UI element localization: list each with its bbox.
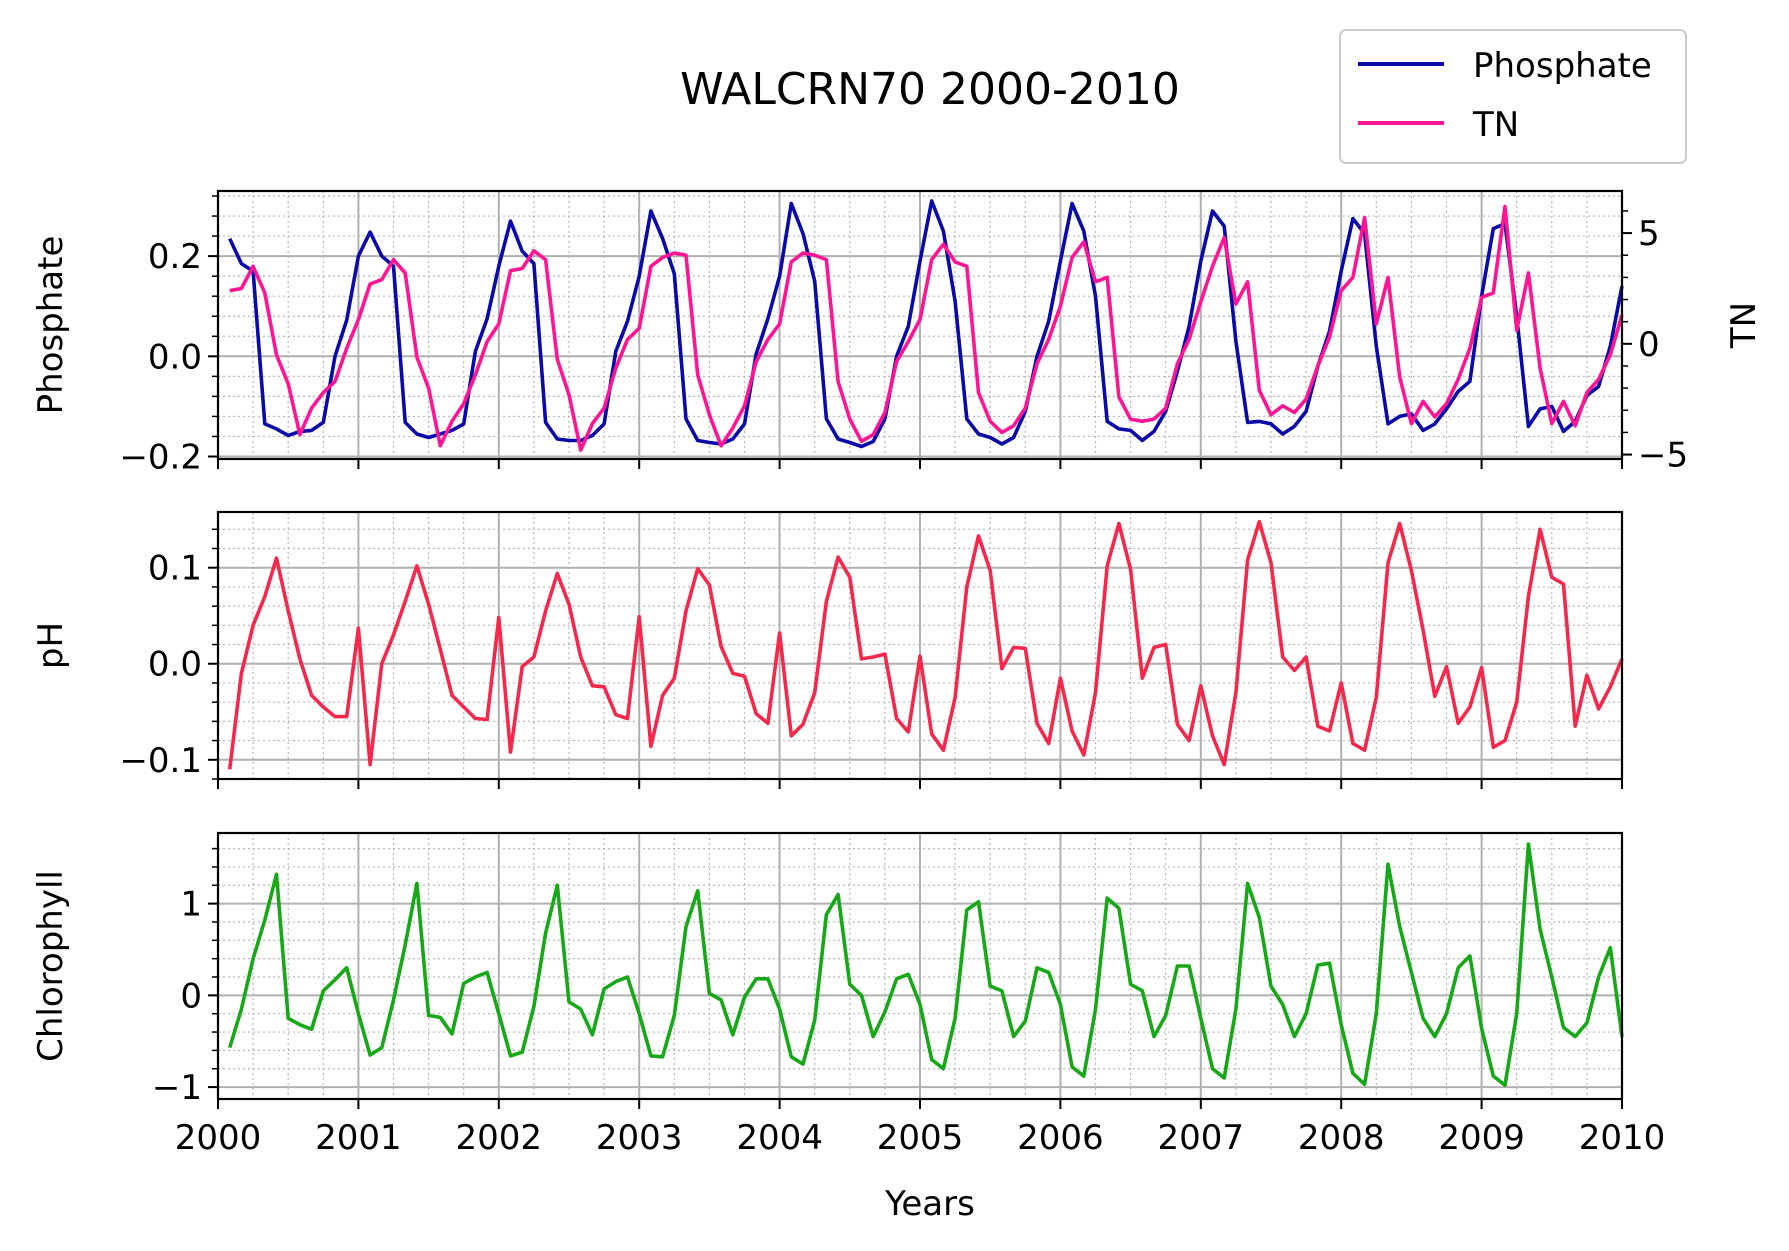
y-tick-label: 0.1 xyxy=(148,549,202,589)
x-axis-label: Years xyxy=(884,1184,975,1224)
y-axis-label: pH xyxy=(31,622,71,669)
series-line-ph xyxy=(227,519,1624,770)
y-tick-label: −0.2 xyxy=(119,437,202,477)
x-tick-label: 2006 xyxy=(1017,1118,1104,1158)
series-line-tn xyxy=(229,204,1624,452)
y-tick-label: −1 xyxy=(152,1068,202,1108)
x-tick-label: 2009 xyxy=(1438,1118,1525,1158)
x-tick-label: 2001 xyxy=(315,1118,402,1158)
x-tick-label: 2004 xyxy=(736,1118,823,1158)
y-tick-label: 1 xyxy=(180,885,202,925)
panel-phosphate-tn: 0.2 0.0 −0.2 5 0 −5 TN Phosphate xyxy=(31,189,1764,477)
panels-group: 0.2 0.0 −0.2 5 0 −5 TN Phosphate 0.1 0.0 −0.1 pH 1 0 −… xyxy=(31,189,1764,1158)
x-tick-label: 2010 xyxy=(1579,1118,1666,1158)
y2-axis-label: TN xyxy=(1724,302,1764,349)
y-tick-label: −0.1 xyxy=(119,741,202,781)
x-tick-label: 2003 xyxy=(596,1118,683,1158)
legend-label-phosphate: Phosphate xyxy=(1473,46,1652,86)
series-line-phosphate xyxy=(228,199,1624,449)
plot-frame xyxy=(216,510,1624,781)
x-tick-label: 2000 xyxy=(175,1118,262,1158)
x-tick-label: 2002 xyxy=(456,1118,543,1158)
x-tick-label: 2008 xyxy=(1298,1118,1385,1158)
plot-frame xyxy=(216,831,1624,1101)
y2-tick-label: 5 xyxy=(1638,214,1660,254)
series-line-chlorophyll xyxy=(227,842,1624,1087)
y-tick-label: 0.0 xyxy=(148,337,202,377)
x-tick-label: 2005 xyxy=(877,1118,964,1158)
y-axis-label: Chlorophyll xyxy=(31,870,71,1062)
y-tick-label: 0.0 xyxy=(148,645,202,685)
legend-label-tn: TN xyxy=(1472,105,1519,145)
panel-ph: 0.1 0.0 −0.1 pH xyxy=(31,510,1624,789)
y-tick-label: 0.2 xyxy=(148,237,202,277)
legend: Phosphate TN xyxy=(1339,29,1687,164)
plot-frame xyxy=(216,189,1624,461)
x-tick-label: 2007 xyxy=(1158,1118,1245,1158)
y-axis-label: Phosphate xyxy=(31,236,71,415)
panel-chlorophyll: 1 0 −1 Chlorophyll xyxy=(31,831,1624,1109)
y-tick-label: 0 xyxy=(180,976,202,1016)
chart-title: WALCRN70 2000-2010 xyxy=(680,64,1180,115)
y2-tick-label: 0 xyxy=(1638,325,1660,365)
y2-tick-label: −5 xyxy=(1638,436,1688,476)
